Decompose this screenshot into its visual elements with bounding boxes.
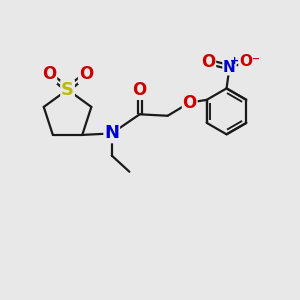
Text: N: N [104, 124, 119, 142]
Text: O⁻: O⁻ [239, 54, 260, 69]
Text: O: O [79, 65, 93, 83]
Text: O: O [183, 94, 197, 112]
Text: N: N [223, 60, 236, 75]
Text: O: O [42, 65, 56, 83]
Text: O: O [201, 53, 215, 71]
Text: S: S [61, 81, 74, 99]
Text: +: + [230, 56, 239, 66]
Text: O: O [133, 81, 147, 99]
